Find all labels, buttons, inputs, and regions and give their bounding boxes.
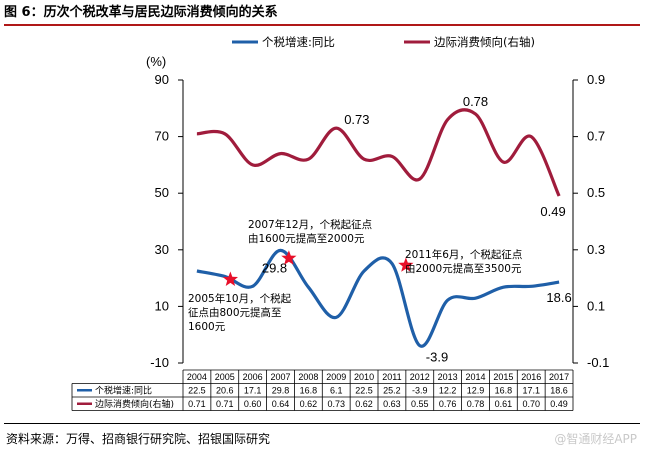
table-value-cell: 20.6: [216, 386, 234, 396]
table-row-label: 边际消费倾向(右轴): [95, 398, 174, 410]
table-year-cell: 2011: [382, 372, 401, 382]
watermark: @智通财经APP: [554, 432, 637, 446]
event-annotation-line: 由1600元提高至2000元: [248, 232, 365, 245]
title-rule: [4, 24, 640, 26]
table-year-cell: 2006: [243, 372, 263, 382]
table-year-cell: 2016: [521, 372, 541, 382]
table-value-cell: 17.1: [244, 386, 262, 396]
series-lines: [196, 108, 561, 348]
left-axis-tick-label: -10: [150, 355, 169, 370]
table-value-cell: 0.70: [522, 399, 540, 409]
event-star-marker: [281, 250, 297, 265]
table-year-cell: 2009: [326, 372, 346, 382]
legend-label-tax: 个税增速:同比: [262, 35, 335, 49]
table-year-cell: 2005: [215, 372, 235, 382]
event-star-marker: [398, 257, 414, 272]
table-value-cell: 0.71: [188, 399, 206, 409]
table-value-cell: 16.8: [300, 386, 318, 396]
table-value-cell: 0.71: [216, 399, 234, 409]
right-axis-tick-label: -0.1: [587, 355, 609, 370]
event-annotation-line: 2005年10月，个税起: [188, 292, 292, 305]
left-axis-tick-label: 90: [155, 72, 169, 87]
left-axis-tick-label: 70: [155, 129, 169, 144]
table-value-cell: 25.2: [383, 386, 401, 396]
right-axis-tick-label: 0.5: [587, 185, 605, 200]
event-annotation-line: 2011年6月，个税起征点: [405, 248, 522, 261]
table-value-cell: 0.62: [300, 399, 318, 409]
table-value-cell: 16.8: [495, 386, 513, 396]
data-label: 0.73: [344, 112, 369, 127]
event-annotation-line: 1600元: [188, 321, 226, 333]
table-year-cell: 2013: [438, 372, 458, 382]
table-value-cell: 0.62: [355, 399, 373, 409]
table-year-cell: 2007: [270, 372, 290, 382]
legend-label-mpc: 边际消费倾向(右轴): [434, 35, 535, 49]
table-year-cell: 2014: [465, 372, 485, 382]
left-axis-unit: (%): [146, 54, 166, 69]
data-label: 0.49: [540, 204, 565, 219]
right-axis-tick-label: 0.3: [587, 242, 605, 257]
table-value-cell: 22.5: [355, 386, 373, 396]
mpc-line: [196, 108, 561, 197]
left-axis-tick-label: 10: [155, 298, 169, 313]
axes: 90 70 50 30 10 -10 0.9 0.7 0.5 0.3 0.1 -0.1: [150, 72, 609, 370]
table-value-cell: 12.2: [439, 386, 457, 396]
table-value-cell: 0.55: [411, 399, 429, 409]
table-value-cell: 12.9: [467, 386, 485, 396]
table-value-cell: 0.49: [550, 399, 568, 409]
data-table: 2004 2005 2006 2007 2008 2009 2010 2011 2012 2013…: [71, 369, 574, 411]
page-title: 图 6：历次个税改革与居民边际消费倾向的关系: [4, 5, 278, 20]
data-label: 0.78: [463, 94, 488, 109]
table-value-cell: 17.1: [522, 386, 540, 396]
data-label: 18.6: [546, 290, 571, 305]
legend: 个税增速:同比 边际消费倾向(右轴): [232, 35, 535, 49]
table-year-cell: 2010: [354, 372, 374, 382]
right-axis-tick-label: 0.9: [587, 72, 605, 87]
footer-rule: [4, 423, 640, 424]
table-value-cell: 29.8: [272, 386, 290, 396]
right-axis-tick-label: 0.7: [587, 129, 605, 144]
table-value-cell: 0.64: [272, 399, 290, 409]
table-year-cell: 2008: [298, 372, 318, 382]
table-value-cell: 0.60: [244, 399, 262, 409]
data-labels: 29.8 -3.9 18.6 0.73 0.78 0.49: [262, 94, 572, 365]
table-row-label: 个税增速:同比: [95, 385, 152, 397]
event-annotation-line: 征点由800元提高至: [188, 306, 282, 319]
table-value-cell: 0.76: [439, 399, 457, 409]
table-year-cell: 2004: [187, 372, 207, 382]
event-annotation-line: 由2000元提高至3500元: [405, 262, 522, 275]
table-value-cell: 6.1: [330, 386, 343, 396]
table-year-cell: 2017: [549, 372, 569, 382]
table-year-cell: 2012: [410, 372, 430, 382]
data-label: -3.9: [426, 350, 448, 365]
table-value-cell: 0.63: [383, 399, 401, 409]
data-label: 29.8: [262, 260, 287, 275]
tax-growth-line: [196, 248, 560, 348]
source-note: 资料来源：万得、招商银行研究院、招银国际研究: [6, 432, 271, 446]
event-star-marker: [222, 271, 238, 286]
table-value-cell: -3.9: [412, 386, 428, 396]
right-axis-tick-label: 0.1: [587, 298, 605, 313]
table-value-cell: 0.61: [495, 399, 513, 409]
table-value-cell: 22.5: [188, 386, 206, 396]
table-value-cell: 0.78: [467, 399, 485, 409]
table-year-cell: 2015: [493, 372, 513, 382]
event-annotation-line: 2007年12月，个税起征点: [248, 218, 372, 231]
table-value-cell: 0.73: [327, 399, 345, 409]
left-axis-tick-label: 30: [155, 242, 169, 257]
left-axis-tick-label: 50: [155, 185, 169, 200]
table-value-cell: 18.6: [550, 386, 568, 396]
